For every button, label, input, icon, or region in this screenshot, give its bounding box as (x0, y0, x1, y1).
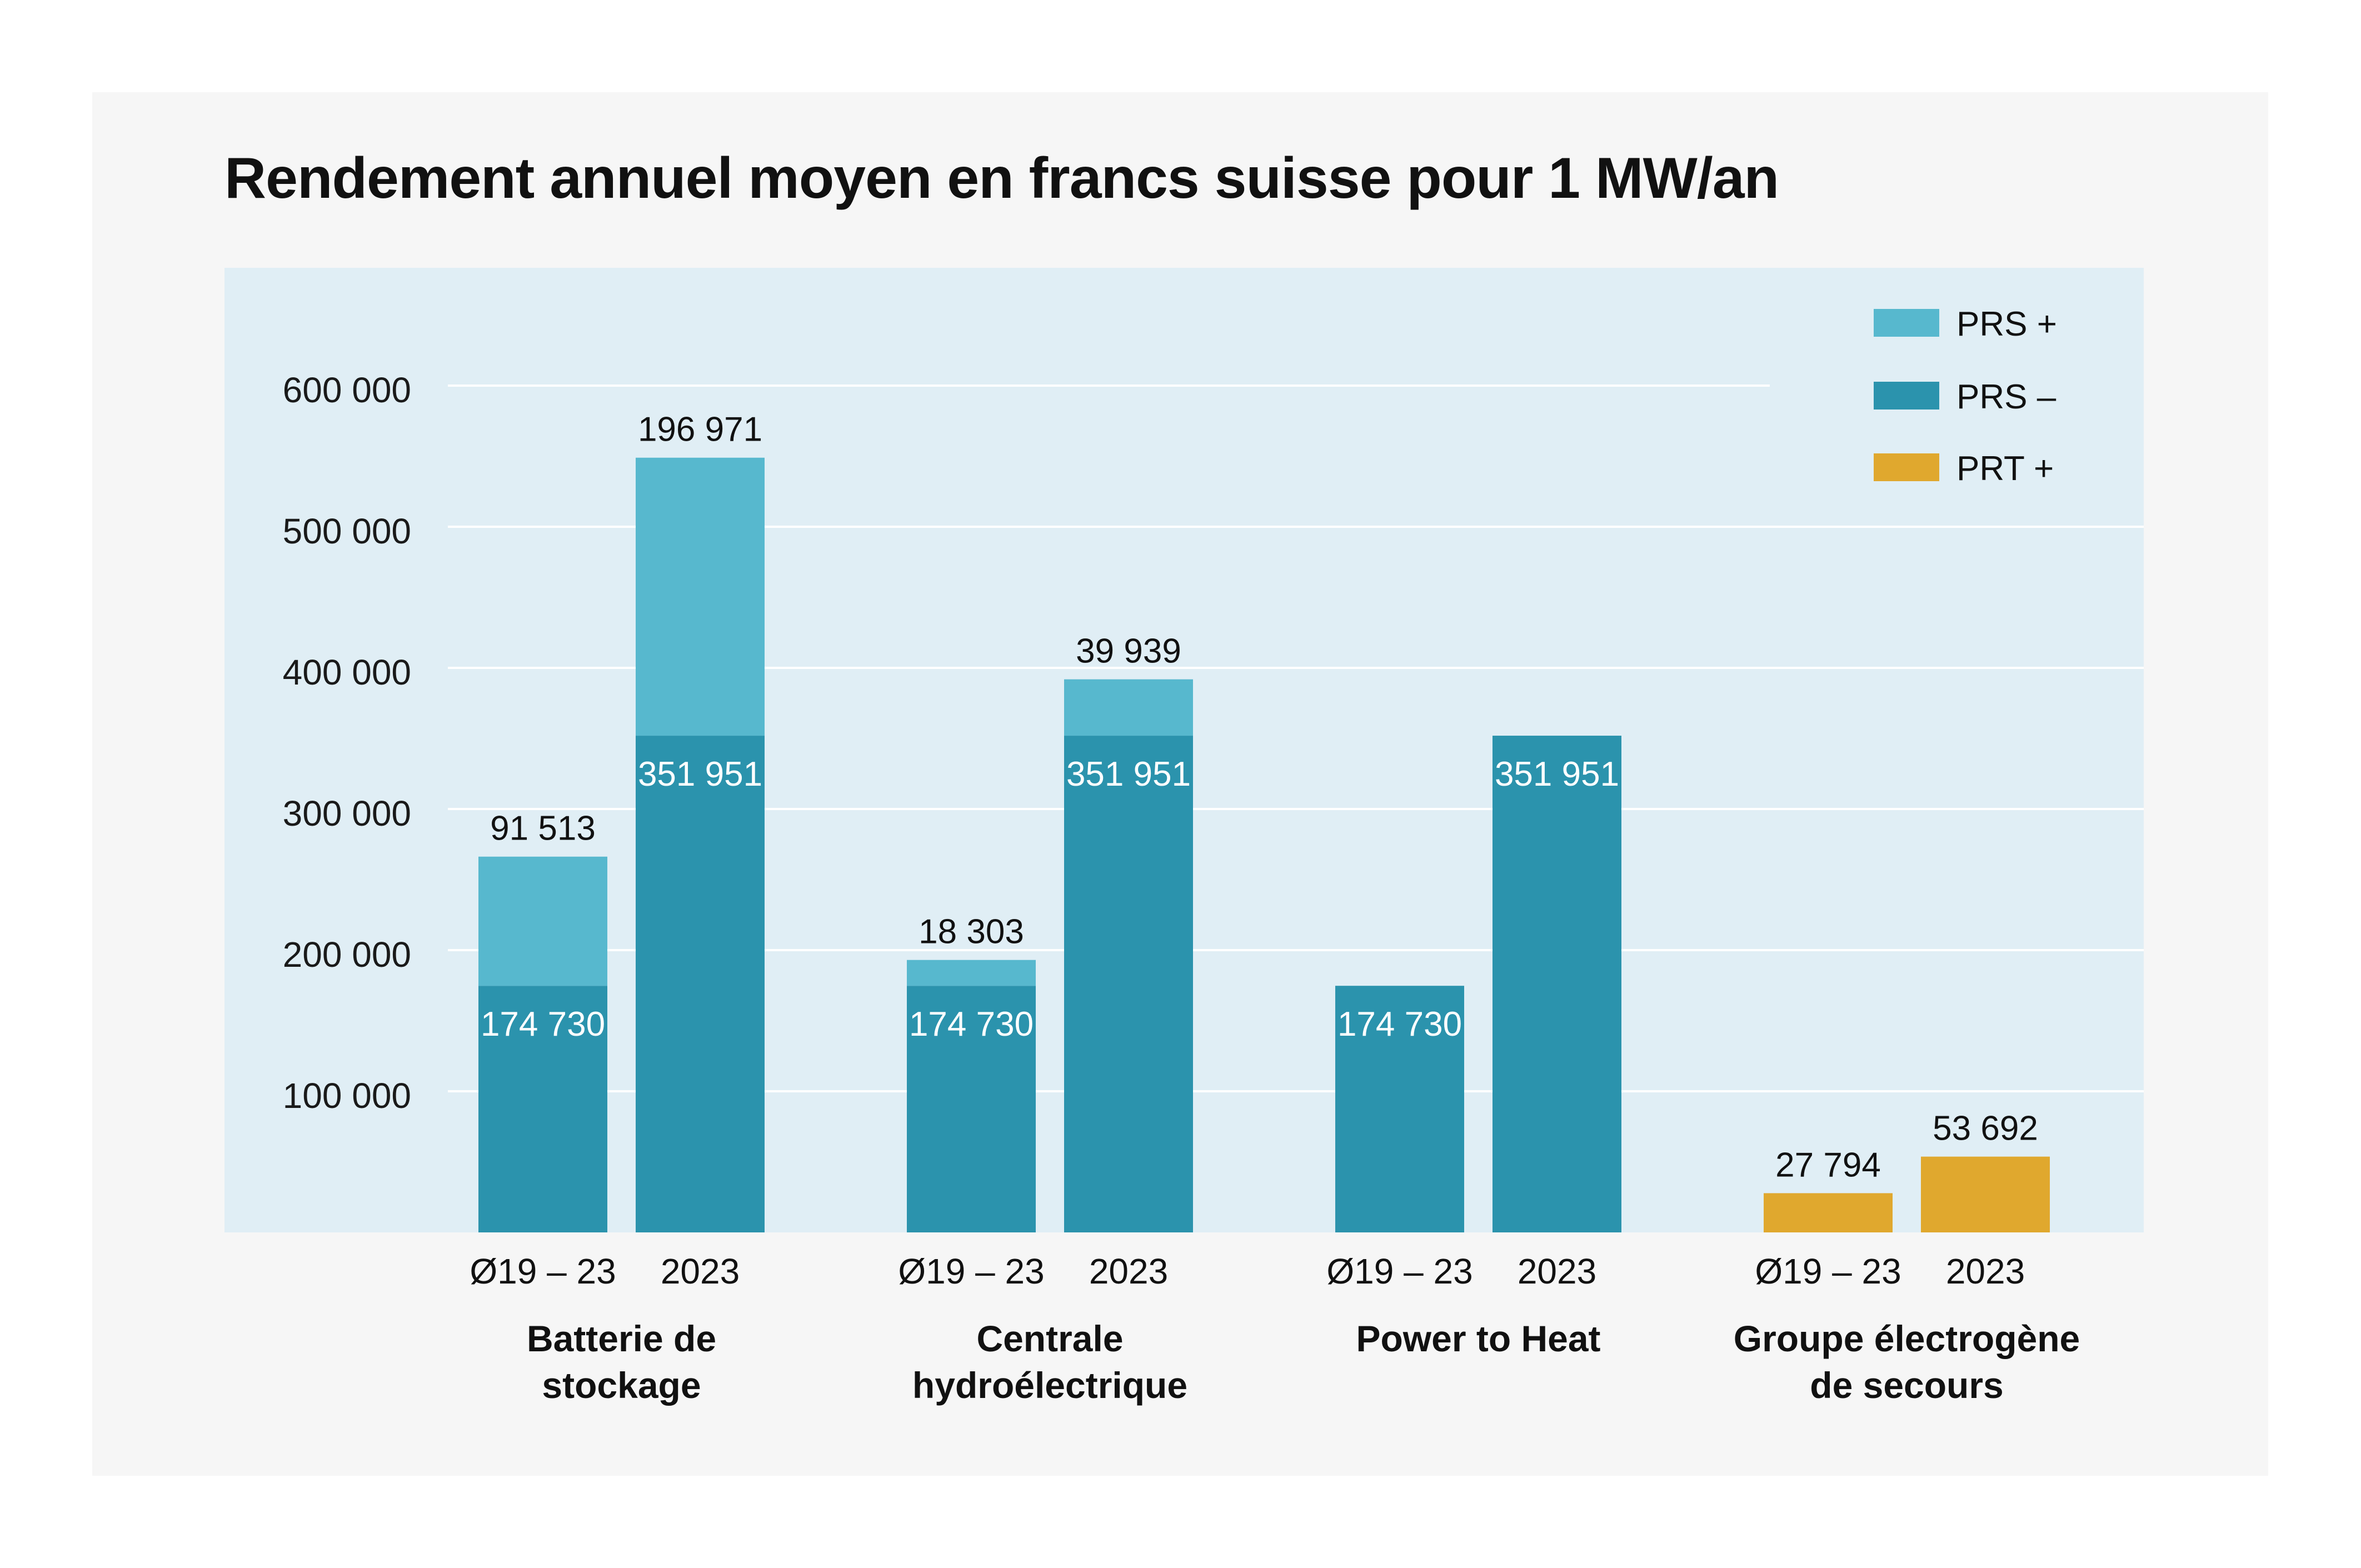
bar-segment (1064, 736, 1193, 1232)
data-label: 196 971 (638, 411, 762, 449)
x-tick-label: 2023 (1089, 1251, 1168, 1291)
data-label: 174 730 (481, 1005, 605, 1043)
data-label: 91 513 (490, 810, 596, 848)
group-label: stockage (542, 1365, 701, 1406)
legend-label: PRT + (1956, 450, 2054, 488)
chart-title: Rendement annuel moyen en francs suisse … (224, 146, 1779, 211)
x-tick-label: Ø19 – 23 (470, 1251, 616, 1291)
group-label: Groupe électrogène (1734, 1318, 2080, 1359)
bar-segment (1493, 736, 1621, 1232)
bar-segment (636, 457, 765, 736)
y-tick-label: 100 000 (283, 1076, 411, 1116)
data-label: 27 794 (1775, 1146, 1881, 1184)
bar-segment (1335, 986, 1464, 1232)
data-label: 174 730 (1337, 1005, 1462, 1043)
x-tick-label: Ø19 – 23 (1326, 1251, 1472, 1291)
legend-swatch (1874, 309, 1939, 337)
legend-swatch (1874, 453, 1939, 481)
y-tick-label: 600 000 (283, 370, 411, 410)
y-tick-label: 400 000 (283, 652, 411, 692)
bar-segment (1064, 679, 1193, 736)
x-tick-label: 2023 (1946, 1251, 2025, 1291)
bar-segment (1764, 1193, 1893, 1232)
x-tick-label: Ø19 – 23 (1755, 1251, 1901, 1291)
group-label: de secours (1810, 1365, 2004, 1406)
y-tick-label: 200 000 (283, 935, 411, 975)
bar-segment (478, 986, 607, 1232)
legend-label: PRS + (1956, 305, 2057, 343)
x-tick-label: Ø19 – 23 (898, 1251, 1044, 1291)
group-label: Power to Heat (1356, 1318, 1600, 1359)
group-label: hydroélectrique (912, 1365, 1187, 1406)
bar-segment (1921, 1156, 2050, 1232)
group-label: Centrale (976, 1318, 1123, 1359)
data-label: 351 951 (1495, 755, 1619, 793)
data-label: 351 951 (638, 755, 762, 793)
group-label: Batterie de (527, 1318, 716, 1359)
x-tick-label: 2023 (661, 1251, 740, 1291)
data-label: 39 939 (1076, 632, 1181, 671)
data-label: 174 730 (909, 1005, 1034, 1043)
legend-swatch (1874, 382, 1939, 410)
bar-segment (478, 856, 607, 986)
data-label: 18 303 (919, 913, 1024, 951)
legend-label: PRS – (1956, 378, 2056, 416)
y-tick-label: 300 000 (283, 793, 411, 833)
x-tick-label: 2023 (1518, 1251, 1596, 1291)
bar-segment (907, 960, 1036, 986)
bar-segment (636, 736, 765, 1232)
data-label: 53 692 (1933, 1110, 2038, 1148)
bar-segment (907, 986, 1036, 1232)
data-label: 351 951 (1066, 755, 1191, 793)
y-tick-label: 500 000 (283, 511, 411, 551)
